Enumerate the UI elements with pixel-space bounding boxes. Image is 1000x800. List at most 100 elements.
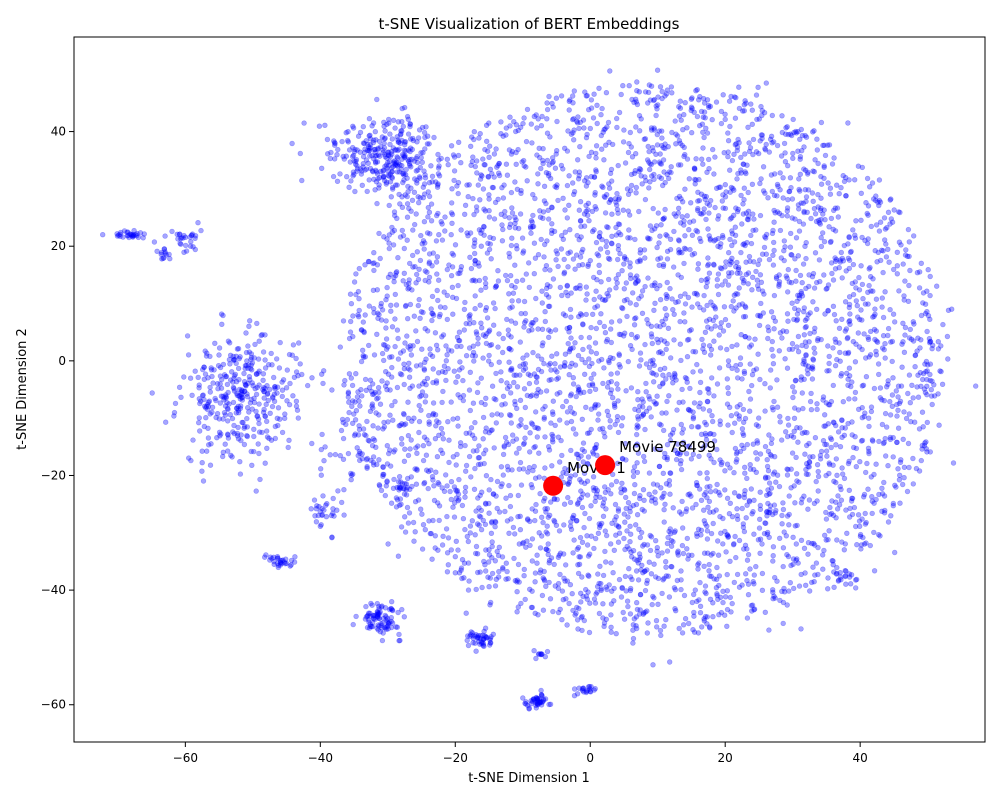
- scatter-point: [706, 573, 713, 579]
- scatter-point: [873, 338, 880, 344]
- scatter-point: [659, 350, 666, 357]
- scatter-point: [624, 186, 631, 192]
- scatter-point: [515, 146, 521, 153]
- scatter-point: [729, 600, 735, 607]
- scatter-point: [792, 500, 798, 506]
- scatter-point: [245, 343, 251, 349]
- scatter-point: [901, 464, 908, 470]
- scatter-point: [831, 311, 838, 318]
- scatter-point: [544, 157, 551, 164]
- scatter-point: [814, 136, 820, 142]
- scatter-point: [741, 277, 747, 284]
- scatter-point: [838, 371, 845, 377]
- scatter-point: [906, 464, 912, 471]
- scatter-point: [736, 584, 743, 590]
- scatter-point: [567, 306, 574, 313]
- scatter-point: [489, 383, 496, 389]
- scatter-point: [770, 361, 777, 367]
- scatter-point: [375, 385, 382, 391]
- scatter-point: [668, 164, 674, 170]
- scatter-point: [398, 435, 405, 442]
- scatter-point: [422, 399, 428, 405]
- scatter-point: [865, 301, 871, 307]
- scatter-point: [882, 341, 888, 347]
- scatter-point: [972, 383, 979, 389]
- scatter-point: [658, 485, 664, 491]
- scatter-point: [748, 486, 754, 492]
- scatter-point: [743, 170, 749, 177]
- scatter-point: [694, 482, 700, 489]
- scatter-point: [710, 600, 716, 606]
- scatter-point: [570, 375, 576, 381]
- scatter-point: [753, 563, 759, 570]
- scatter-point: [553, 148, 560, 154]
- scatter-point: [621, 487, 628, 493]
- scatter-point: [828, 398, 835, 405]
- scatter-point: [841, 547, 847, 553]
- scatter-point: [789, 196, 796, 202]
- scatter-point: [565, 264, 571, 270]
- scatter-point: [593, 155, 599, 161]
- scatter-point: [472, 306, 478, 312]
- scatter-point: [690, 414, 697, 420]
- scatter-point: [496, 574, 502, 580]
- scatter-point: [486, 246, 493, 253]
- scatter-point: [633, 279, 639, 286]
- scatter-point: [769, 140, 775, 146]
- scatter-point: [704, 386, 711, 392]
- scatter-point: [496, 170, 502, 176]
- scatter-point: [774, 404, 781, 410]
- scatter-point: [659, 381, 666, 387]
- scatter-point: [407, 385, 413, 391]
- scatter-point: [539, 288, 545, 294]
- scatter-point: [710, 613, 716, 620]
- scatter-point: [509, 210, 516, 216]
- scatter-point: [592, 386, 599, 392]
- scatter-point: [564, 182, 571, 189]
- scatter-point: [838, 497, 845, 503]
- scatter-point: [710, 520, 716, 527]
- scatter-point: [549, 436, 556, 443]
- scatter-point: [675, 272, 681, 278]
- scatter-point: [762, 146, 768, 152]
- scatter-point: [472, 293, 478, 299]
- scatter-point: [483, 284, 489, 291]
- scatter-point: [543, 583, 549, 589]
- scatter-point: [538, 236, 544, 243]
- scatter-point: [674, 550, 681, 556]
- scatter-point: [584, 131, 590, 138]
- scatter-point: [795, 129, 801, 135]
- scatter-point: [487, 602, 493, 608]
- scatter-point: [574, 120, 581, 126]
- scatter-point: [557, 389, 563, 396]
- scatter-point: [722, 468, 728, 474]
- scatter-point: [651, 226, 658, 232]
- scatter-point: [376, 185, 382, 191]
- scatter-point: [462, 494, 468, 500]
- scatter-point: [885, 519, 892, 525]
- scatter-point: [436, 503, 443, 509]
- scatter-point: [420, 309, 426, 316]
- scatter-point: [528, 121, 534, 127]
- scatter-point: [428, 530, 434, 537]
- scatter-point: [517, 372, 523, 378]
- scatter-point: [417, 394, 423, 400]
- scatter-point: [662, 206, 668, 213]
- scatter-point: [836, 340, 842, 346]
- scatter-point: [683, 508, 689, 515]
- scatter-point: [613, 532, 619, 538]
- scatter-point: [664, 548, 671, 554]
- scatter-point: [339, 138, 345, 145]
- scatter-point: [558, 93, 565, 99]
- scatter-point: [677, 220, 684, 226]
- scatter-point: [479, 489, 485, 495]
- scatter-point: [256, 382, 262, 388]
- scatter-point: [743, 259, 749, 265]
- scatter-point: [728, 270, 735, 276]
- scatter-point: [755, 84, 761, 91]
- scatter-point: [580, 459, 586, 465]
- scatter-point: [280, 377, 287, 383]
- scatter-point: [694, 598, 700, 605]
- scatter-point: [491, 216, 498, 222]
- scatter-point: [414, 450, 420, 456]
